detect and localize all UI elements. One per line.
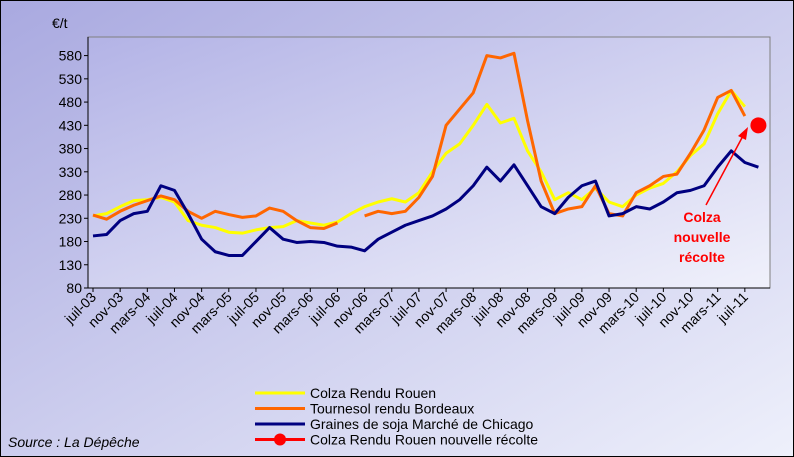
- annotation-arrow: [705, 133, 745, 206]
- annotation: récolte: [679, 249, 725, 265]
- y-tick-label: 330: [59, 164, 83, 180]
- y-tick-label: 530: [59, 71, 83, 87]
- y-tick-label: 280: [59, 187, 83, 203]
- legend-label: Colza Rendu Rouen: [310, 385, 436, 401]
- chart-title: €/t: [52, 15, 68, 31]
- legend-marker: [274, 433, 286, 446]
- plot-area: [87, 36, 771, 289]
- annotation-arrowhead: [738, 127, 748, 140]
- y-tick-label: 130: [59, 257, 83, 273]
- source: Source : La Dépêche: [8, 434, 140, 450]
- y-tick-label: 430: [59, 117, 83, 133]
- marker: [750, 117, 767, 134]
- line: [92, 194, 339, 231]
- y-tick-label: 230: [59, 210, 83, 226]
- annotation: nouvelle: [674, 229, 731, 245]
- legend-label: Tournesol rendu Bordeaux: [310, 401, 474, 417]
- annotation: Colza: [683, 209, 721, 225]
- y-tick-label: 580: [59, 48, 83, 64]
- legend-label: Graines de soja Marché de Chicago: [310, 416, 534, 432]
- line: [92, 149, 759, 257]
- y-tick-label: 380: [59, 141, 83, 157]
- legend-label: Colza Rendu Rouen nouvelle récolte: [310, 432, 538, 448]
- y-tick-label: 180: [59, 234, 83, 250]
- y-tick-label: 80: [66, 280, 82, 296]
- y-tick-label: 480: [59, 94, 83, 110]
